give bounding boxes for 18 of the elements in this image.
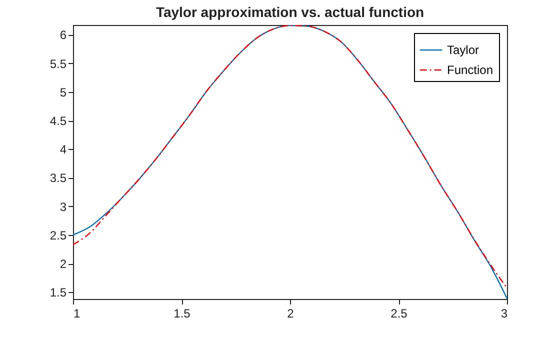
y-tick-label: 4.5: [50, 114, 67, 128]
x-tick-label: 2.5: [390, 306, 408, 320]
y-tick-label: 3: [60, 200, 67, 214]
chart-title: Taylor approximation vs. actual function: [156, 4, 424, 20]
y-tick-label: 1.5: [50, 286, 67, 300]
y-tick-label: 2: [60, 257, 67, 272]
y-tick-label: 6: [60, 28, 67, 42]
x-tick-label: 2: [287, 306, 294, 320]
y-tick-label: 5: [60, 85, 67, 100]
x-tick-label: 1.5: [174, 306, 191, 320]
legend-label: Function: [447, 63, 494, 77]
y-tick-label: 4: [60, 142, 67, 157]
x-tick-label: 3: [500, 306, 508, 320]
x-tick-label: 1: [74, 306, 80, 320]
y-tick-label: 5.5: [50, 56, 67, 71]
y-tick-label: 2.5: [50, 228, 67, 242]
y-tick-label: 3.5: [50, 171, 67, 186]
legend-label: Taylor: [447, 43, 480, 57]
